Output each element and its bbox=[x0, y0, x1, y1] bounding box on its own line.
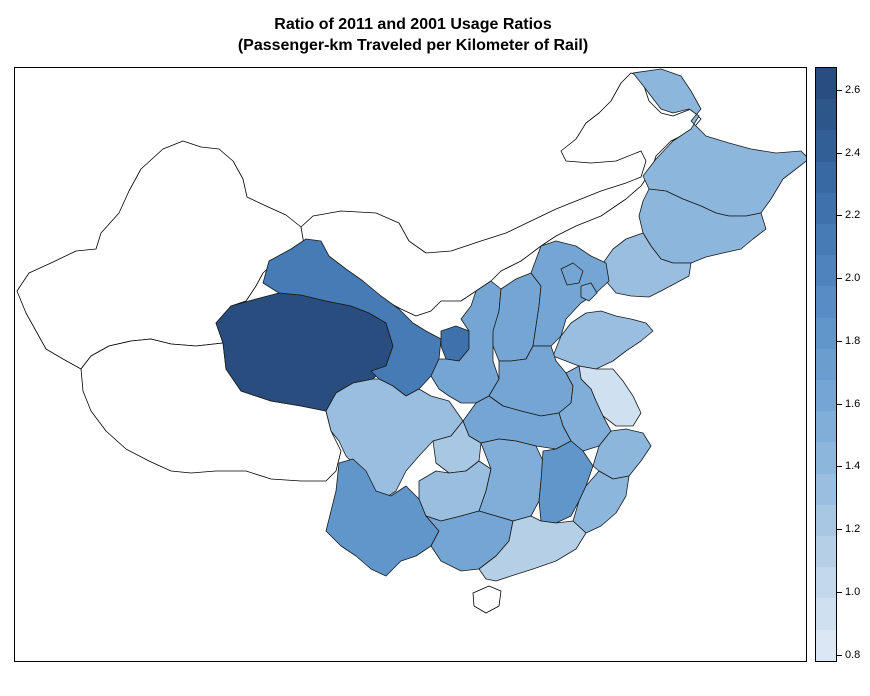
legend-swatch bbox=[816, 473, 836, 505]
legend-swatch bbox=[816, 629, 836, 661]
legend-swatch bbox=[816, 224, 836, 256]
legend-tick-label: 1.0 bbox=[845, 585, 861, 598]
map-panel bbox=[14, 67, 807, 662]
region-yunnan bbox=[325, 458, 440, 577]
legend-tick bbox=[837, 403, 842, 405]
legend-swatch bbox=[816, 192, 836, 225]
region-liaoning bbox=[600, 232, 692, 298]
chart-title-block: Ratio of 2011 and 2001 Usage Ratios (Pas… bbox=[0, 14, 826, 56]
legend-swatch bbox=[816, 161, 836, 193]
legend-swatch bbox=[816, 380, 836, 412]
region-shandong bbox=[552, 310, 654, 370]
legend-swatch bbox=[816, 536, 836, 568]
legend-tick-label: 1.4 bbox=[845, 460, 861, 473]
region-guangdong bbox=[478, 515, 587, 582]
region-inner-mongolia bbox=[300, 72, 702, 317]
legend-swatch bbox=[816, 99, 836, 131]
legend-tick-label: 2.2 bbox=[845, 209, 861, 222]
legend-tick-label: 1.8 bbox=[845, 334, 861, 347]
region-hebei bbox=[530, 240, 610, 347]
region-fujian bbox=[572, 470, 630, 534]
legend-tick-label: 2.4 bbox=[845, 146, 861, 159]
legend-swatch bbox=[816, 317, 836, 349]
region-beijing bbox=[560, 262, 584, 286]
china-province-map bbox=[16, 68, 806, 614]
legend-swatches bbox=[816, 68, 836, 661]
legend-tick bbox=[837, 340, 842, 342]
legend-tick bbox=[837, 654, 842, 656]
legend-swatch bbox=[816, 442, 836, 474]
legend-swatch bbox=[816, 255, 836, 287]
legend-swatch bbox=[816, 598, 836, 630]
legend-tick bbox=[837, 591, 842, 593]
chart-title: Ratio of 2011 and 2001 Usage Ratios bbox=[274, 16, 552, 33]
region-tibet bbox=[80, 338, 342, 482]
region-hainan bbox=[472, 585, 502, 614]
legend-swatch bbox=[816, 130, 836, 162]
legend-swatch bbox=[816, 567, 836, 599]
legend-tick-label: 1.2 bbox=[845, 523, 861, 536]
legend-swatch bbox=[816, 68, 836, 100]
legend-swatch bbox=[816, 504, 836, 537]
legend-tick bbox=[837, 278, 842, 280]
legend-tick bbox=[837, 466, 842, 468]
legend-tick-label: 2.0 bbox=[845, 272, 861, 285]
region-zhejiang bbox=[592, 428, 652, 480]
region-chongqing bbox=[432, 420, 482, 474]
legend-swatch bbox=[816, 348, 836, 381]
legend-tick bbox=[837, 215, 842, 217]
legend-tick-label: 1.6 bbox=[845, 397, 861, 410]
color-legend bbox=[815, 67, 837, 662]
region-hunan bbox=[478, 438, 544, 522]
legend-tick-label: 0.8 bbox=[845, 648, 861, 661]
legend-swatch bbox=[816, 286, 836, 318]
legend-tick bbox=[837, 89, 842, 91]
legend-tick-label: 2.6 bbox=[845, 83, 861, 96]
legend-tick bbox=[837, 529, 842, 531]
legend-swatch bbox=[816, 411, 836, 443]
region-tianjin bbox=[580, 282, 598, 302]
chart-subtitle: (Passenger-km Traveled per Kilometer of … bbox=[237, 37, 589, 54]
legend-tick bbox=[837, 152, 842, 154]
